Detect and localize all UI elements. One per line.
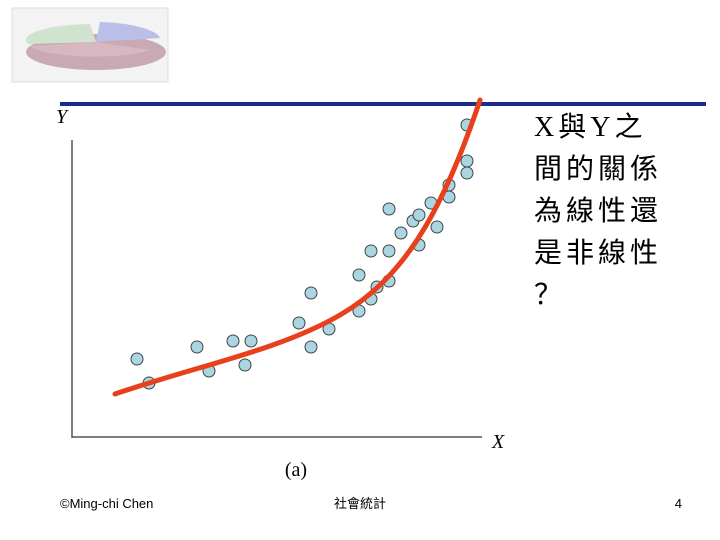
question-line: 是非線性 [534, 237, 662, 269]
question: X與Y之 間的關係 為線性還 是非線性 ？ [534, 111, 662, 311]
trend-curve [112, 97, 483, 397]
scatter-point [226, 334, 240, 348]
footer-page: 4 [675, 496, 682, 511]
scatter-point [430, 220, 444, 234]
figure-caption: (a) [285, 459, 307, 481]
question-line: 為線性還 [534, 195, 662, 227]
question-line: 間的關係 [534, 153, 662, 185]
question-line: ？ [534, 280, 566, 311]
scatter-point [304, 340, 318, 354]
scatter-point [394, 226, 408, 240]
scatter-point [244, 334, 258, 348]
scatter-point [460, 154, 474, 168]
scatter-point [412, 208, 426, 222]
scatter-point [382, 202, 396, 216]
scatter-point [382, 244, 396, 258]
scatter-point [292, 316, 306, 330]
question-line: X與Y之 [534, 111, 646, 143]
footer-author: ©Ming-chi Chen [60, 496, 153, 511]
scatter-point [460, 166, 474, 180]
scatter-point [130, 352, 144, 366]
scatter-point [304, 286, 318, 300]
footer-course: 社會統計 [334, 496, 386, 511]
logo [11, 7, 169, 83]
y-axis-label: Y [56, 106, 69, 128]
scatter-point [352, 268, 366, 282]
scatter-point [364, 244, 378, 258]
scatter-point [190, 340, 204, 354]
x-axis-label: X [491, 431, 505, 453]
scatter-point [238, 358, 252, 372]
